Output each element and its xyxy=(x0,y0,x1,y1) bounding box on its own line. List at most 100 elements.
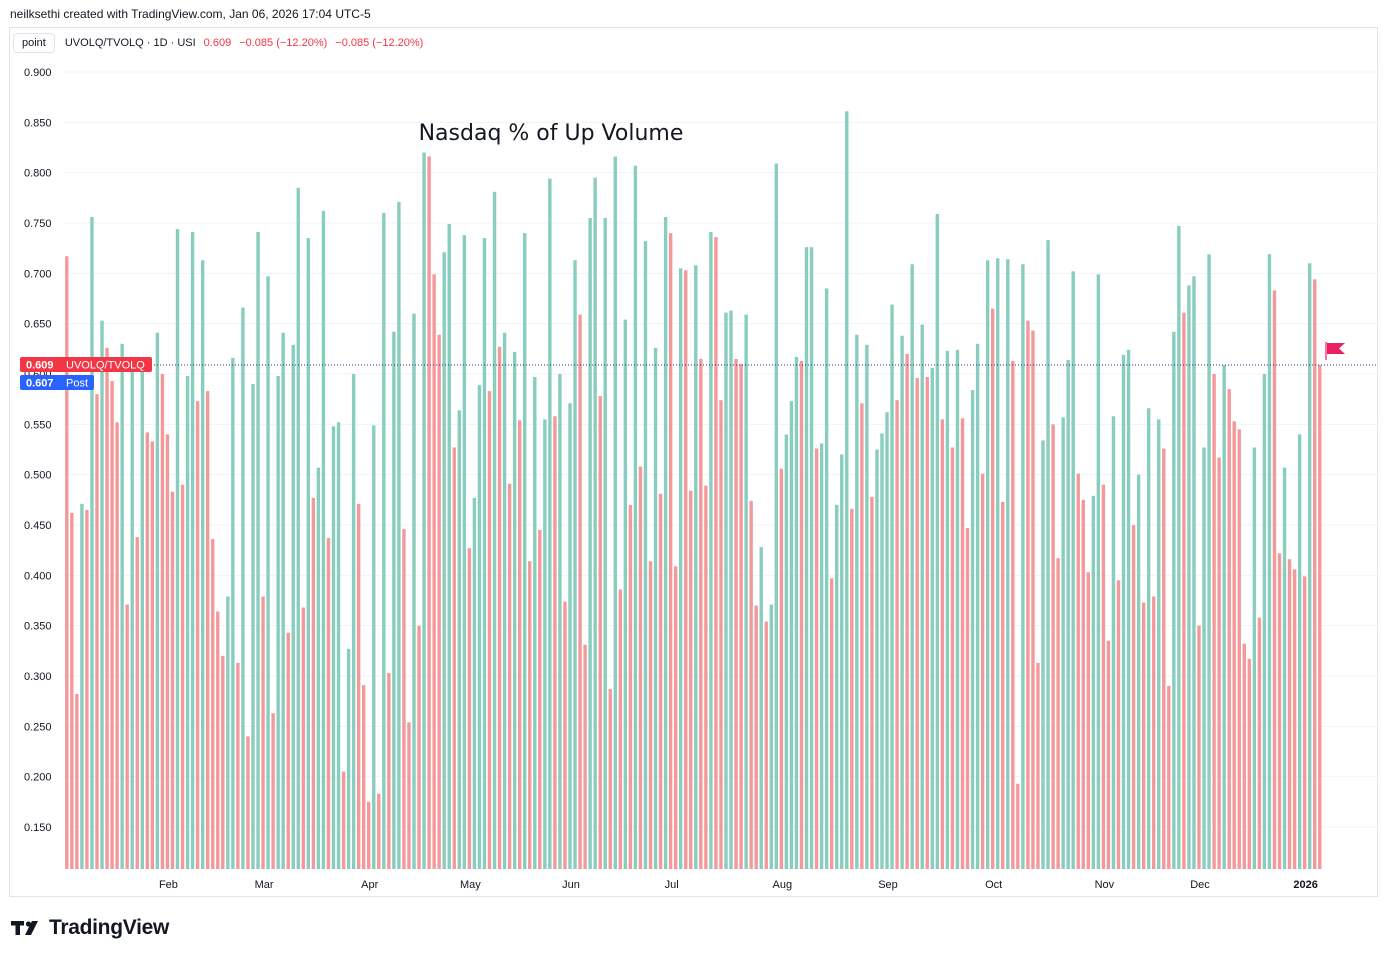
bar[interactable] xyxy=(236,662,240,869)
bar[interactable] xyxy=(719,400,723,869)
bar[interactable] xyxy=(1071,271,1075,869)
bar[interactable] xyxy=(256,232,260,869)
bar[interactable] xyxy=(900,335,904,869)
bar[interactable] xyxy=(125,604,129,869)
bar[interactable] xyxy=(925,377,929,869)
bar[interactable] xyxy=(1126,349,1131,870)
bar[interactable] xyxy=(870,496,874,869)
bar[interactable] xyxy=(749,500,753,869)
bar[interactable] xyxy=(965,528,970,869)
bar[interactable] xyxy=(990,308,995,870)
bar[interactable] xyxy=(709,232,713,869)
bar[interactable] xyxy=(80,503,84,869)
bar[interactable] xyxy=(890,304,894,869)
bar[interactable] xyxy=(75,694,79,869)
bar[interactable] xyxy=(1061,417,1065,869)
bar[interactable] xyxy=(744,314,748,869)
bar[interactable] xyxy=(1026,320,1030,869)
bar[interactable] xyxy=(437,334,441,869)
bar[interactable] xyxy=(1141,602,1146,869)
bar[interactable] xyxy=(829,578,834,869)
bar[interactable] xyxy=(653,347,658,869)
bar[interactable] xyxy=(860,403,864,869)
bar[interactable] xyxy=(1272,290,1277,869)
bar[interactable] xyxy=(1232,421,1236,869)
bar[interactable] xyxy=(1006,259,1010,869)
bar[interactable] xyxy=(251,384,255,869)
bar[interactable] xyxy=(1227,389,1231,869)
bar[interactable] xyxy=(880,433,884,869)
bar[interactable] xyxy=(517,420,522,869)
bar[interactable] xyxy=(668,233,673,870)
symbol-label[interactable]: UVOLQ/TVOLQ · 1D · USI xyxy=(64,37,196,49)
bar[interactable] xyxy=(1066,359,1070,869)
bar[interactable] xyxy=(361,685,366,869)
bar[interactable] xyxy=(1182,312,1186,869)
bar[interactable] xyxy=(623,319,628,869)
bar[interactable] xyxy=(326,538,331,869)
bar[interactable] xyxy=(850,508,854,869)
bar[interactable] xyxy=(1277,553,1282,869)
bar[interactable] xyxy=(996,258,1000,869)
bar[interactable] xyxy=(382,212,386,869)
bar[interactable] xyxy=(895,400,899,869)
bar[interactable] xyxy=(648,561,653,869)
bar[interactable] xyxy=(1131,525,1136,869)
bar[interactable] xyxy=(578,314,582,869)
bar[interactable] xyxy=(975,343,980,869)
bar[interactable] xyxy=(940,419,945,869)
bar[interactable] xyxy=(372,425,376,869)
bar[interactable] xyxy=(840,454,844,869)
bar[interactable] xyxy=(427,156,431,869)
bar[interactable] xyxy=(346,648,351,869)
bar[interactable] xyxy=(1297,434,1302,869)
bar[interactable] xyxy=(422,152,426,870)
bar[interactable] xyxy=(120,343,124,869)
bar[interactable] xyxy=(65,256,69,870)
bar[interactable] xyxy=(905,353,909,869)
bar[interactable] xyxy=(311,497,316,869)
bar[interactable] xyxy=(684,270,688,869)
bar[interactable] xyxy=(195,401,200,869)
bar[interactable] xyxy=(759,547,763,869)
bar[interactable] xyxy=(739,363,743,869)
bar[interactable] xyxy=(417,625,421,869)
bar[interactable] xyxy=(95,394,99,869)
bar[interactable] xyxy=(769,604,773,869)
bar[interactable] xyxy=(341,771,346,869)
chart-frame[interactable] xyxy=(9,27,1378,897)
bar[interactable] xyxy=(789,401,794,869)
bar[interactable] xyxy=(814,448,819,869)
bar[interactable] xyxy=(1116,580,1121,869)
bar[interactable] xyxy=(367,801,371,869)
bar[interactable] xyxy=(1292,569,1297,869)
tradingview-logo[interactable]: TradingView xyxy=(11,916,169,940)
bar[interactable] xyxy=(1152,596,1156,869)
bar[interactable] xyxy=(432,274,436,870)
bar[interactable] xyxy=(1036,662,1040,869)
bar[interactable] xyxy=(1318,364,1322,869)
bar[interactable] xyxy=(915,378,919,869)
bar[interactable] xyxy=(1217,457,1221,869)
bar[interactable] xyxy=(573,260,577,869)
bar[interactable] xyxy=(1041,440,1045,869)
bar[interactable] xyxy=(819,443,824,869)
bar[interactable] xyxy=(512,351,517,869)
bar[interactable] xyxy=(1197,625,1201,869)
bar[interactable] xyxy=(1121,354,1126,870)
bar[interactable] xyxy=(799,360,804,869)
bar[interactable] xyxy=(291,344,295,870)
bar[interactable] xyxy=(110,381,114,869)
bar[interactable] xyxy=(784,434,789,869)
bar[interactable] xyxy=(331,426,336,869)
bar[interactable] xyxy=(135,537,139,869)
bar[interactable] xyxy=(618,589,623,869)
bar[interactable] xyxy=(855,334,859,869)
bar[interactable] xyxy=(910,264,914,870)
bar[interactable] xyxy=(1162,448,1166,869)
bar[interactable] xyxy=(658,493,663,869)
bar[interactable] xyxy=(734,358,738,869)
bar[interactable] xyxy=(246,736,250,869)
bar[interactable] xyxy=(452,447,456,869)
bar[interactable] xyxy=(170,491,175,869)
